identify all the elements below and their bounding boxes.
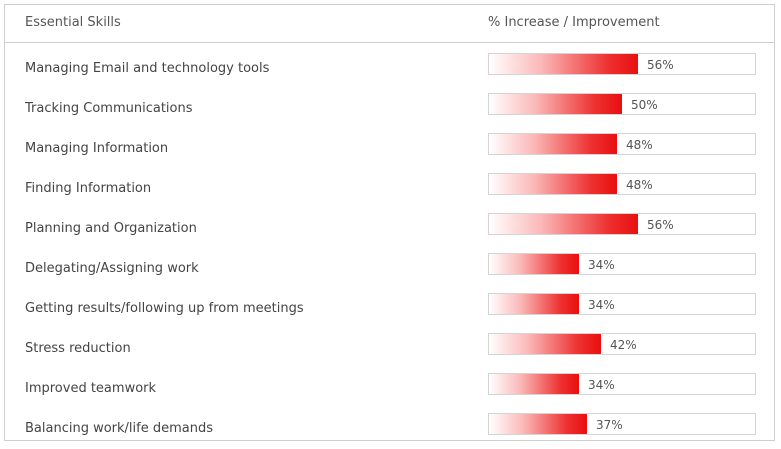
skill-row: Managing Information 48% [5, 125, 774, 165]
bar-track: 42% [488, 333, 756, 355]
skill-label: Improved teamwork [25, 381, 157, 396]
bar-fill [489, 214, 638, 234]
skill-row: Planning and Organization 56% [5, 205, 774, 245]
bar-value-label: 34% [588, 378, 615, 392]
bar-track: 56% [488, 53, 756, 75]
bar-fill [489, 94, 622, 114]
bar-value-label: 48% [626, 178, 653, 192]
skill-row: Stress reduction 42% [5, 325, 774, 365]
skill-row: Improved teamwork 34% [5, 365, 774, 405]
skill-label: Planning and Organization [25, 221, 197, 236]
bar-value-label: 48% [626, 138, 653, 152]
skill-row: Delegating/Assigning work 34% [5, 245, 774, 285]
skills-improvement-panel: Essential Skills % Increase / Improvemen… [4, 4, 775, 441]
skill-label: Managing Email and technology tools [25, 61, 270, 76]
bar-fill [489, 254, 579, 274]
skill-row: Finding Information 48% [5, 165, 774, 205]
skill-label: Finding Information [25, 181, 152, 196]
skill-row: Getting results/following up from meetin… [5, 285, 774, 325]
skill-label: Tracking Communications [25, 101, 193, 116]
bar-value-label: 42% [610, 338, 637, 352]
bar-value-label: 56% [647, 58, 674, 72]
bar-track: 50% [488, 93, 756, 115]
skill-row: Balancing work/life demands 37% [5, 405, 774, 445]
skill-label: Managing Information [25, 141, 169, 156]
bar-value-label: 34% [588, 258, 615, 272]
column-header-skills: Essential Skills [25, 15, 121, 30]
bar-fill [489, 334, 601, 354]
skill-label: Stress reduction [25, 341, 131, 356]
bar-value-label: 50% [631, 98, 658, 112]
skill-label: Delegating/Assigning work [25, 261, 199, 276]
skill-row: Tracking Communications 50% [5, 85, 774, 125]
skills-rows: Managing Email and technology tools 56% Tr… [5, 45, 774, 445]
bar-value-label: 56% [647, 218, 674, 232]
bar-fill [489, 294, 579, 314]
bar-fill [489, 414, 587, 434]
bar-fill [489, 134, 617, 154]
skill-label: Balancing work/life demands [25, 421, 213, 436]
skill-label: Getting results/following up from meetin… [25, 301, 304, 316]
skill-row: Managing Email and technology tools 56% [5, 45, 774, 85]
bar-value-label: 37% [596, 418, 623, 432]
bar-fill [489, 54, 638, 74]
table-header: Essential Skills % Increase / Improvemen… [5, 5, 774, 43]
bar-track: 34% [488, 373, 756, 395]
bar-track: 56% [488, 213, 756, 235]
bar-value-label: 34% [588, 298, 615, 312]
bar-track: 34% [488, 253, 756, 275]
bar-track: 37% [488, 413, 756, 435]
bar-fill [489, 174, 617, 194]
column-header-improvement: % Increase / Improvement [488, 15, 660, 30]
bar-track: 34% [488, 293, 756, 315]
bar-track: 48% [488, 173, 756, 195]
bar-fill [489, 374, 579, 394]
bar-track: 48% [488, 133, 756, 155]
